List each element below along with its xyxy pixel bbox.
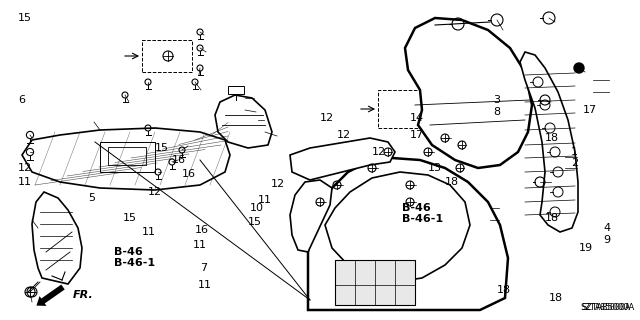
Text: SZTA85000A: SZTA85000A <box>580 303 630 313</box>
Polygon shape <box>215 95 272 148</box>
Text: 18: 18 <box>545 213 559 223</box>
Polygon shape <box>405 18 532 168</box>
Polygon shape <box>325 172 470 282</box>
Bar <box>378 90 430 128</box>
Text: 19: 19 <box>579 243 593 253</box>
Text: 12: 12 <box>372 147 386 157</box>
Text: 11: 11 <box>258 195 272 205</box>
Text: 15: 15 <box>248 217 262 227</box>
Text: SZTA85000A: SZTA85000A <box>582 303 636 313</box>
Polygon shape <box>22 128 230 190</box>
Text: 11: 11 <box>198 280 212 290</box>
Polygon shape <box>290 138 395 180</box>
Bar <box>100 142 155 172</box>
Text: B-46: B-46 <box>114 247 143 257</box>
Text: 6: 6 <box>18 95 25 105</box>
Text: 15: 15 <box>155 143 169 153</box>
Text: B-46: B-46 <box>402 203 431 213</box>
Polygon shape <box>32 192 82 284</box>
Text: 1: 1 <box>571 147 578 157</box>
Text: 12: 12 <box>271 179 285 189</box>
Circle shape <box>574 63 584 73</box>
Text: 7: 7 <box>200 263 207 273</box>
Bar <box>228 86 244 94</box>
Text: 11: 11 <box>18 177 32 187</box>
Text: B-46-1: B-46-1 <box>402 214 443 224</box>
Text: 8: 8 <box>493 107 500 117</box>
Text: 16: 16 <box>182 169 196 179</box>
Text: 12: 12 <box>320 113 334 123</box>
Polygon shape <box>520 52 578 232</box>
Text: 18: 18 <box>545 133 559 143</box>
Text: 5: 5 <box>88 193 95 203</box>
Text: 17: 17 <box>410 130 424 140</box>
Text: B-46-1: B-46-1 <box>114 258 155 268</box>
Text: 13: 13 <box>428 163 442 173</box>
Text: 16: 16 <box>195 225 209 235</box>
Polygon shape <box>308 158 508 310</box>
Bar <box>335 260 415 305</box>
Bar <box>108 147 146 165</box>
Text: 15: 15 <box>18 13 32 23</box>
Text: 18: 18 <box>497 285 511 295</box>
Text: 17: 17 <box>583 105 597 115</box>
Polygon shape <box>290 180 332 252</box>
Text: 14: 14 <box>410 113 424 123</box>
Text: 12: 12 <box>148 187 162 197</box>
Text: 18: 18 <box>445 177 459 187</box>
Text: FR.: FR. <box>73 290 93 300</box>
Text: 9: 9 <box>603 235 610 245</box>
Text: 15: 15 <box>123 213 137 223</box>
Text: 12: 12 <box>337 130 351 140</box>
Bar <box>142 40 192 72</box>
Text: 10: 10 <box>250 203 264 213</box>
Text: 3: 3 <box>493 95 500 105</box>
Text: 11: 11 <box>142 227 156 237</box>
Text: 18: 18 <box>549 293 563 303</box>
Text: 4: 4 <box>603 223 610 233</box>
Text: 2: 2 <box>571 158 578 168</box>
Text: 12: 12 <box>18 163 32 173</box>
FancyArrow shape <box>36 284 65 306</box>
Text: 16: 16 <box>172 155 186 165</box>
Text: 11: 11 <box>193 240 207 250</box>
